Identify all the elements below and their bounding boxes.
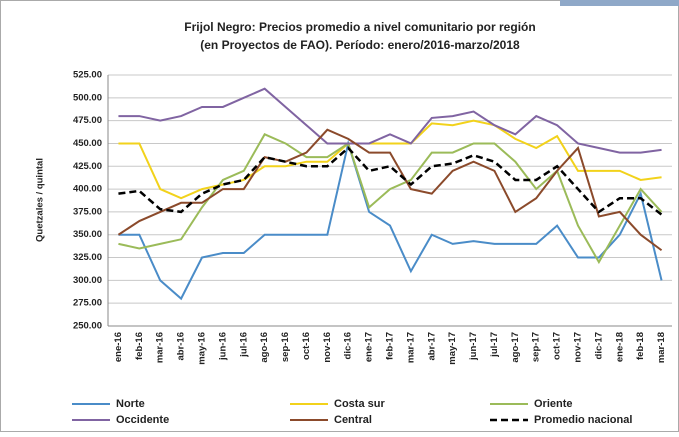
x-tick-label: feb-17 [385, 332, 396, 360]
x-tick-label: ene-18 [614, 332, 625, 362]
x-tick-label: oct-17 [552, 332, 563, 360]
x-tick-label: mar-17 [405, 332, 416, 363]
y-tick-label: 475.00 [73, 115, 102, 126]
chart-title: Frijol Negro: Precios promedio a nivel c… [184, 20, 535, 34]
x-tick-label: jun-17 [468, 332, 479, 361]
series-line [117, 128, 663, 252]
y-tick-label: 375.00 [73, 206, 102, 217]
x-tick-label: abr-16 [176, 332, 187, 361]
series-line [118, 119, 662, 200]
x-tick-label: oct-16 [301, 332, 312, 360]
y-tick-label: 500.00 [73, 92, 102, 103]
x-tick-label: sep-17 [531, 332, 542, 362]
y-axis-label: Quetzales / quintal [35, 158, 46, 242]
series-line [118, 139, 663, 301]
legend-label: Promedio nacional [534, 414, 632, 426]
x-tick-label: nov-16 [322, 332, 333, 363]
x-tick-label: ene-16 [113, 332, 124, 362]
x-tick-label: mar-18 [656, 332, 667, 363]
y-tick-label: 275.00 [73, 298, 102, 309]
series-line [118, 146, 663, 216]
x-tick-label: feb-18 [635, 332, 646, 360]
x-tick-label: abr-17 [426, 332, 437, 361]
x-tick-label: jul-16 [238, 332, 249, 358]
x-tick-label: mar-16 [155, 332, 166, 363]
y-tick-label: 400.00 [73, 184, 102, 195]
y-tick-label: 250.00 [73, 321, 102, 332]
x-tick-label: feb-16 [134, 332, 145, 360]
chart-title: (en Proyectos de FAO). Período: enero/20… [200, 38, 520, 52]
y-tick-label: 325.00 [73, 252, 102, 263]
x-tick-label: ago-17 [510, 332, 521, 363]
y-tick-label: 425.00 [73, 161, 102, 172]
legend-label: Norte [116, 398, 145, 410]
y-tick-label: 350.00 [73, 229, 102, 240]
legend-label: Occidente [116, 414, 169, 426]
legend-label: Oriente [534, 398, 573, 410]
corner-bar [560, 0, 679, 6]
y-tick-label: 450.00 [73, 138, 102, 149]
x-tick-label: nov-17 [573, 332, 584, 363]
series-line [118, 87, 662, 154]
legend-label: Costa sur [334, 398, 385, 410]
x-tick-label: may-17 [447, 332, 458, 365]
x-tick-label: may-16 [197, 332, 208, 365]
x-tick-label: ago-16 [259, 332, 270, 363]
y-tick-label: 525.00 [73, 70, 102, 81]
x-tick-label: sep-16 [280, 332, 291, 362]
x-tick-label: dic-16 [343, 332, 354, 359]
x-tick-label: jun-16 [217, 332, 228, 361]
y-tick-label: 300.00 [73, 275, 102, 286]
legend-label: Central [334, 414, 372, 426]
x-tick-label: dic-17 [593, 332, 604, 359]
x-tick-label: ene-17 [364, 332, 375, 362]
x-tick-label: jul-17 [489, 332, 500, 358]
